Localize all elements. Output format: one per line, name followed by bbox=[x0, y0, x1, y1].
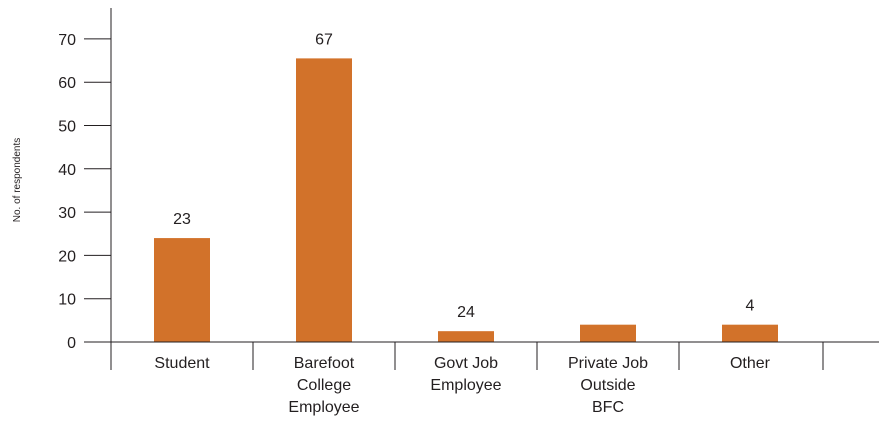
data-label: 4 bbox=[746, 298, 755, 315]
x-tick-label-line: BFC bbox=[592, 399, 624, 416]
bar bbox=[296, 58, 352, 342]
data-labels: 23 67 24 4 bbox=[173, 31, 754, 321]
y-tick-label: 50 bbox=[58, 119, 76, 136]
y-tick-label: 10 bbox=[58, 292, 76, 309]
x-tick-label-line: Employee bbox=[288, 399, 359, 416]
x-tick-label: Private Job Outside BFC bbox=[568, 355, 648, 416]
y-tick-label: 20 bbox=[58, 248, 76, 265]
bar bbox=[722, 324, 778, 342]
y-tick-label: 0 bbox=[67, 335, 76, 352]
y-axis-title: No. of respondents bbox=[12, 138, 23, 223]
x-tick-label-line: Outside bbox=[580, 377, 635, 394]
x-axis: Student Barefoot College Employee Govt Job Em… bbox=[111, 341, 879, 416]
bar bbox=[580, 324, 636, 342]
bar bbox=[154, 238, 210, 342]
x-tick-label: Barefoot College Employee bbox=[288, 355, 359, 416]
y-tick-label: 70 bbox=[58, 32, 76, 49]
y-tick-label: 40 bbox=[58, 162, 76, 179]
bars bbox=[154, 58, 778, 342]
x-tick-label-line: Student bbox=[154, 355, 210, 372]
x-tick-label-line: Govt Job bbox=[434, 355, 498, 372]
y-tick-label: 30 bbox=[58, 205, 76, 222]
y-axis: 0 10 20 30 40 50 60 70 bbox=[58, 8, 112, 370]
y-tick-label: 60 bbox=[58, 75, 76, 92]
bar bbox=[438, 331, 494, 342]
x-tick-label: Other bbox=[730, 355, 771, 372]
x-tick-label-line: Employee bbox=[430, 377, 501, 394]
x-tick-label: Student bbox=[154, 355, 210, 372]
x-tick-label-line: Barefoot bbox=[294, 355, 355, 372]
x-tick-label-line: Other bbox=[730, 355, 771, 372]
data-label: 24 bbox=[457, 304, 475, 321]
x-tick-label-line: College bbox=[297, 377, 351, 394]
data-label: 67 bbox=[315, 31, 333, 48]
x-tick-label-line: Private Job bbox=[568, 355, 648, 372]
x-tick-label: Govt Job Employee bbox=[430, 355, 501, 394]
data-label: 23 bbox=[173, 211, 191, 228]
